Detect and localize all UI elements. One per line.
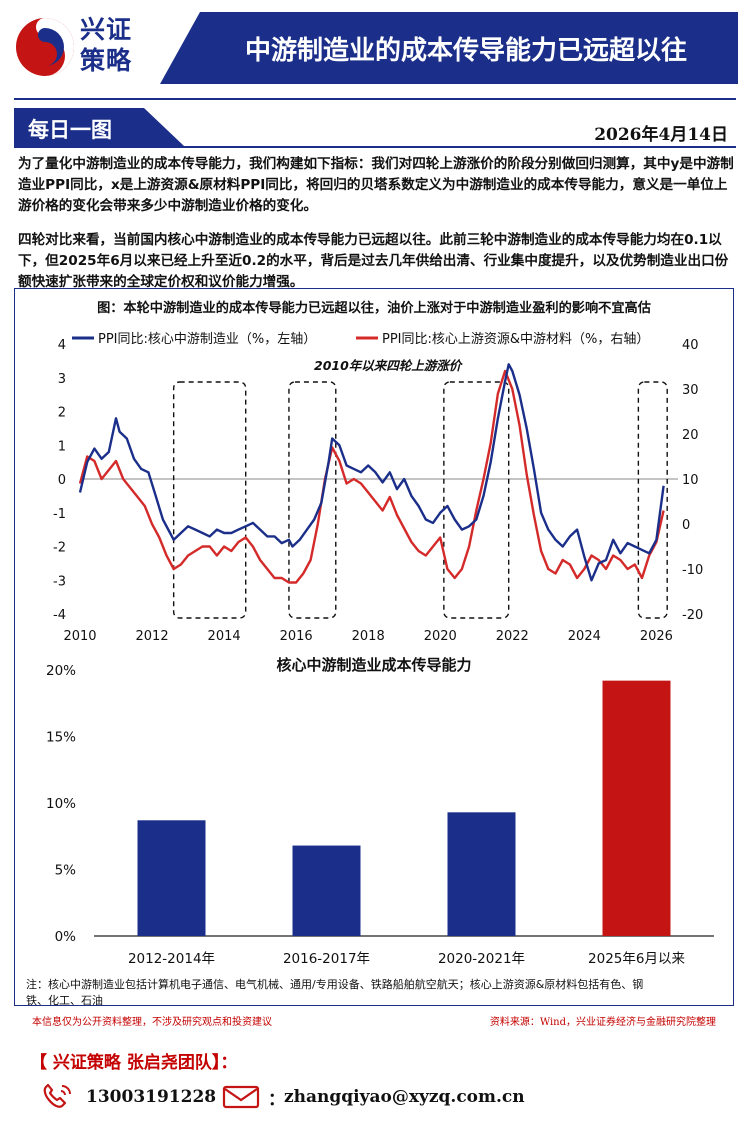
chart-canvas: 图：本轮中游制造业的成本传导能力已远超以往，油价上涨对于中游制造业盈利的影响不宜… [26, 299, 714, 1006]
disclaimer-text: 本信息仅为公开资料整理，不涉及研究观点和投资建议 [32, 1017, 272, 1028]
bar-category-label: 2025年6月以来 [588, 951, 685, 967]
bar-category-label: 2020-2021年 [438, 951, 525, 967]
x-tick-label: 2020 [424, 629, 457, 644]
x-tick-label: 2018 [352, 629, 385, 644]
y-left-tick-label: 1 [58, 439, 66, 454]
highlight-period-3 [443, 381, 510, 619]
y-left-tick-label: 3 [58, 372, 66, 387]
bar-y-tick-label: 20% [46, 663, 76, 679]
x-tick-label: 2022 [496, 629, 529, 644]
series-line-upstream-materials [78, 369, 665, 584]
bar-1 [137, 820, 206, 936]
team-heading: 【 兴证策略 张启尧团队】： [30, 1053, 238, 1073]
logo-icon [16, 18, 74, 76]
section-bar [14, 104, 736, 148]
y-left-tick-label: -1 [53, 507, 66, 522]
phone-number[interactable]: 13003191228 [86, 1087, 217, 1107]
x-tick-label: 2012 [136, 629, 169, 644]
header-divider [14, 98, 736, 100]
y-left-tick-label: 2 [58, 406, 66, 421]
y-left-tick-label: 4 [58, 338, 66, 353]
y-right-tick-label: 0 [682, 518, 690, 533]
x-tick-label: 2024 [568, 629, 601, 644]
page-title: 中游制造业的成本传导能力已远超以往 [244, 36, 687, 66]
y-right-tick-label: -10 [682, 563, 703, 578]
chart-frame [14, 288, 734, 1006]
chart-note-line-2: 铁、化工、石油 [26, 993, 103, 1006]
legend-label-series-2: PPI同比:核心上游资源&中游材料（%，右轴） [382, 332, 649, 347]
bar-3 [447, 812, 516, 936]
y-left-tick-label: -3 [53, 574, 66, 589]
mail-icon [222, 1085, 260, 1109]
bar-chart-title: 核心中游制造业成本传导能力 [276, 656, 471, 674]
source-text: 资料来源：Wind，兴业证券经济与金融研究院整理 [489, 1017, 716, 1028]
highlight-period-2 [288, 381, 337, 619]
intro-paragraph: 为了量化中游制造业的成本传导能力，我们构建如下指标：我们对四轮上游涨价的阶段分别… [18, 156, 734, 214]
y-left-tick-label: 0 [58, 473, 66, 488]
series-line-core-midstream [78, 363, 665, 582]
y-right-tick-label: 30 [682, 383, 699, 398]
x-tick-label: 2010 [63, 629, 96, 644]
bar-y-tick-label: 5% [55, 863, 77, 879]
bar-2 [292, 845, 361, 936]
bar-4 [602, 680, 671, 936]
y-right-tick-label: -20 [682, 608, 703, 623]
logo-line-1: 兴证 [80, 15, 133, 44]
x-tick-label: 2014 [208, 629, 241, 644]
y-right-tick-label: 20 [682, 428, 699, 443]
x-tick-label: 2026 [640, 629, 673, 644]
x-tick-label: 2016 [280, 629, 313, 644]
email-colon: ： [268, 1090, 285, 1110]
bar-category-label: 2012-2014年 [128, 951, 215, 967]
chart-note-line-1: 注：核心中游制造业包括计算机电子通信、电气机械、通用/专用设备、铁路船舶航空航天… [26, 977, 643, 991]
phone-icon [43, 1083, 71, 1108]
highlight-period-1 [172, 381, 247, 619]
bar-y-tick-label: 10% [46, 796, 76, 812]
report-date: 2026年4月14日 [594, 125, 728, 145]
logo-text: 兴证 策略 [80, 14, 162, 76]
bar-category-label: 2016-2017年 [283, 951, 370, 967]
y-left-tick-label: -4 [53, 608, 66, 623]
chart-annotation: 2010年以来四轮上游涨价 [314, 358, 464, 373]
y-right-tick-label: 10 [682, 473, 699, 488]
conclusion-paragraph: 四轮对比来看，当前国内核心中游制造业的成本传导能力已远超以往。此前三轮中游制造业… [18, 232, 729, 290]
bar-y-tick-label: 15% [46, 730, 76, 746]
logo-line-2: 策略 [80, 46, 133, 75]
y-left-tick-label: -2 [53, 541, 66, 556]
highlight-period-4 [637, 381, 668, 619]
line-chart-title: 图：本轮中游制造业的成本传导能力已远超以往，油价上涨对于中游制造业盈利的影响不宜… [97, 299, 651, 316]
y-right-tick-label: 40 [682, 338, 699, 353]
legend-label-series-1: PPI同比:核心中游制造业（%，左轴） [98, 332, 316, 347]
title-banner [160, 12, 738, 84]
section-tab-label: 每日一图 [28, 117, 112, 142]
email-address[interactable]: zhangqiyao@xyzq.com.cn [284, 1087, 525, 1107]
bar-y-tick-label: 0% [55, 929, 77, 945]
